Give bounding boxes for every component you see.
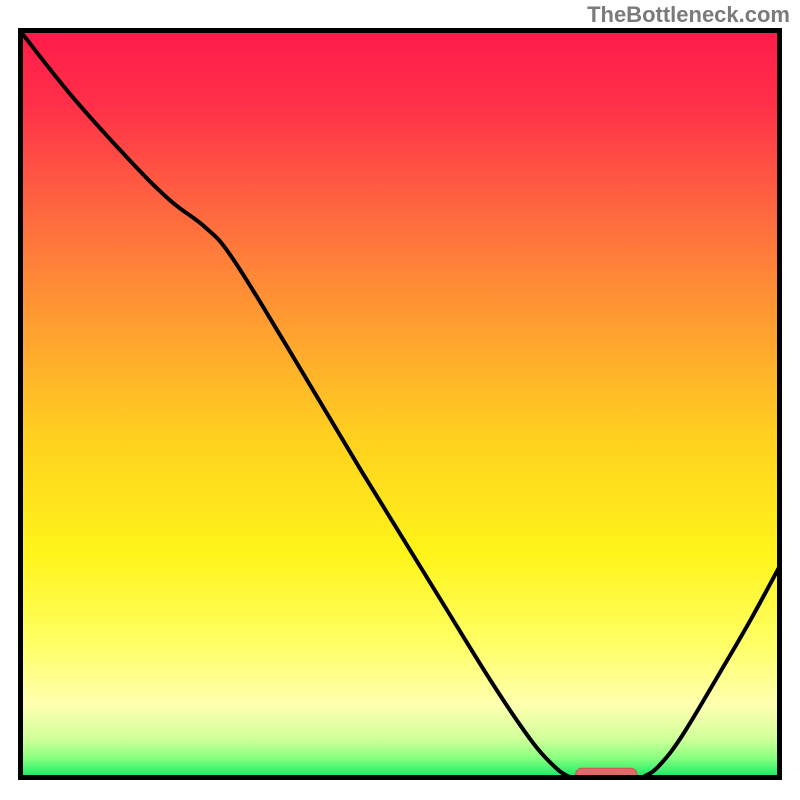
gradient-background bbox=[18, 28, 782, 780]
attribution-label: TheBottleneck.com bbox=[587, 2, 790, 28]
bottleneck-chart: TheBottleneck.com bbox=[0, 0, 800, 800]
chart-svg bbox=[0, 0, 800, 800]
